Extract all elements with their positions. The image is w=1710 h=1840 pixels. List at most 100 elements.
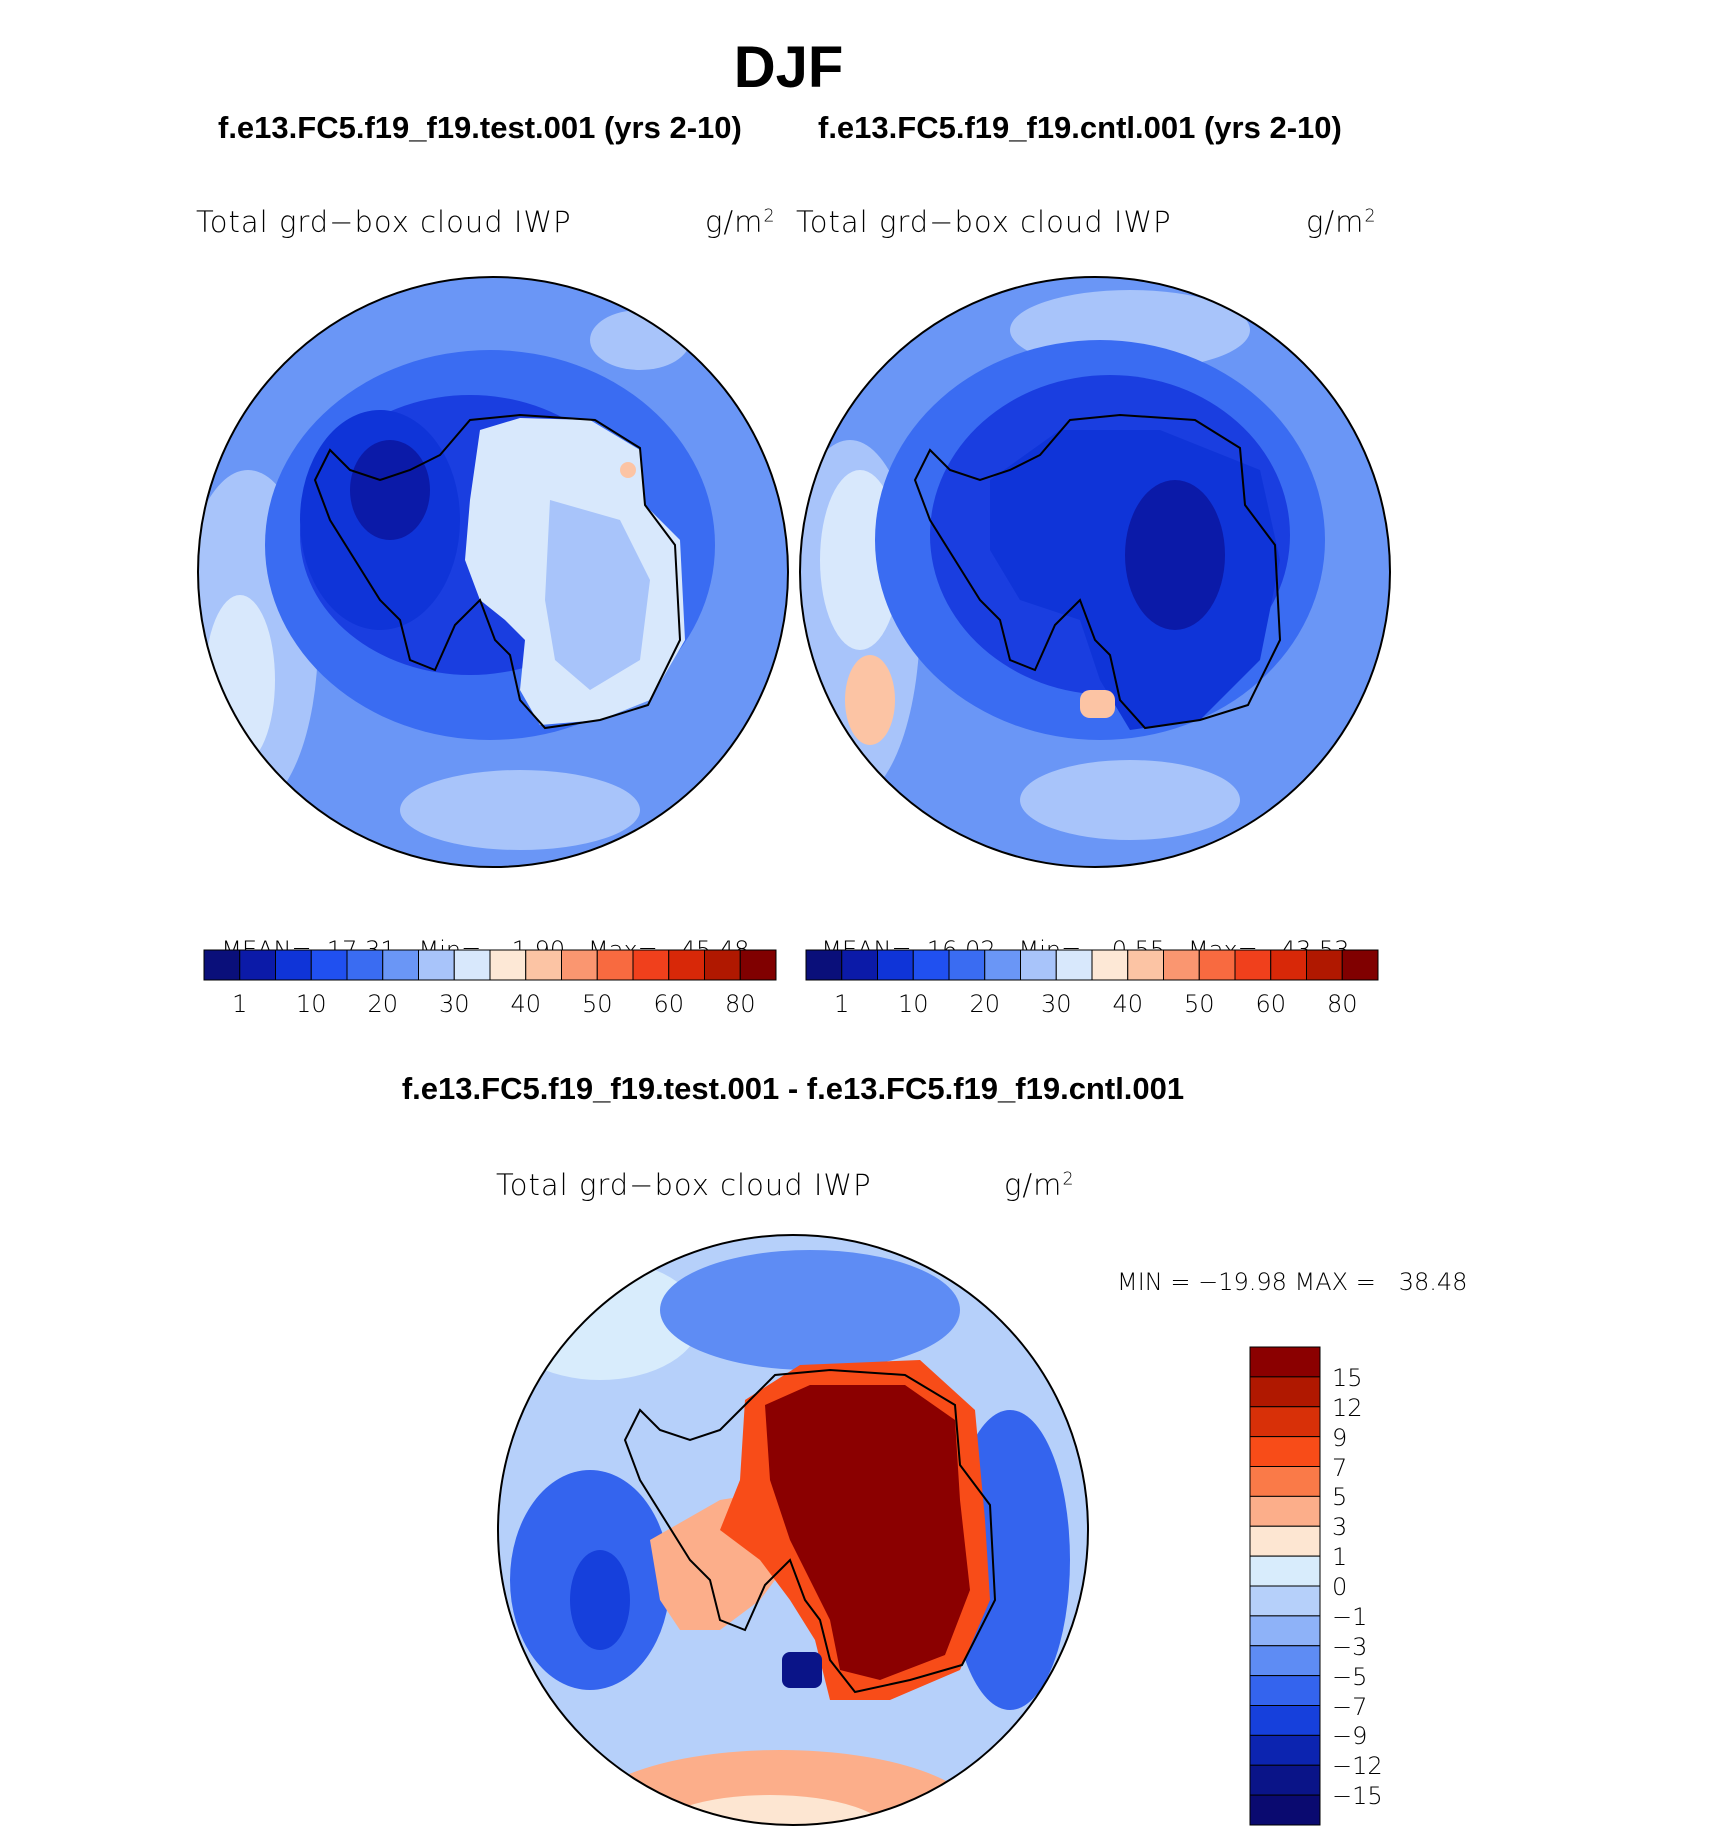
control-colorbar-box-8 [1091,949,1129,981]
test-colorbar-tick: 50 [581,990,613,1018]
control-colorbar-tick: 30 [1040,990,1072,1018]
control-light-north [1010,290,1250,370]
test-map-outline [197,276,789,868]
difference-colorbar-tick: −3 [1332,1632,1368,1661]
control-colorbar-tick: 10 [897,990,929,1018]
test-colorbar-box-4 [346,949,384,981]
difference-title: f.e13.FC5.f19_f19.test.001 - f.e13.FC5.f… [401,1071,1185,1106]
control-colorbar-box-15 [1341,949,1379,981]
test-coastline [313,413,682,730]
diff-orange-zone [720,1360,990,1700]
test-colorbar-box-8 [489,949,527,981]
difference-colorbar-tick: −12 [1332,1752,1383,1781]
control-warm-west [845,655,895,745]
diff-light-northwest [500,1260,700,1380]
test-colorbar-box-1 [239,949,276,981]
difference-colorbar-box-8 [1249,1585,1321,1617]
diff-blue-spot [782,1652,822,1688]
difference-colorbar [1249,1346,1321,1826]
test-lightest-west [205,595,275,765]
difference-units-base: g/m [1004,1168,1063,1202]
difference-colorbar-box-5 [1249,1495,1321,1527]
control-colorbar-tick: 20 [969,990,1001,1018]
control-coastline [913,413,1282,730]
test-units-base: g/m [705,205,764,239]
test-colorbar-box-11 [596,949,634,981]
diff-blue-east [950,1410,1070,1710]
test-ocean-base [198,277,788,867]
control-core [990,430,1280,730]
difference-colorbar-ticks: 15 12 9 7 5 3 1 0 −1 −3 −5 −7 −9 −12 −15 [1332,1347,1432,1825]
difference-colorbar-tick: 15 [1332,1363,1363,1392]
test-colorbar-tick: 20 [367,990,399,1018]
control-colorbar-box-9 [1127,949,1164,981]
test-colorbar-box-7 [453,949,491,981]
test-colorbar-box-6 [418,949,455,981]
test-colorbar-tick: 60 [653,990,685,1018]
test-colorbar-tick: 30 [438,990,470,1018]
control-colorbar-box-5 [984,949,1021,981]
difference-units-label: g/m2 [1004,1168,1075,1202]
difference-variable-label: Total grd−box cloud IWP [496,1168,872,1202]
control-warm-spot [1080,690,1115,718]
difference-map-outline [497,1234,1089,1826]
test-colorbar-box-3 [310,949,348,981]
test-colorbar-box-9 [525,949,562,981]
test-colorbar-box-12 [632,949,670,981]
test-dark-west [300,410,460,630]
diff-blue-west-dark [570,1550,630,1650]
control-units-base: g/m [1306,205,1365,239]
control-colorbar-box-12 [1234,949,1272,981]
control-colorbar-ticks: 1 10 20 30 40 50 60 80 [806,990,1378,1020]
control-colorbar-box-0 [805,949,843,981]
control-colorbar-tick: 80 [1326,990,1358,1018]
control-case-title: f.e13.FC5.f19_f19.cntl.001 (yrs 2-10) [818,110,1342,145]
difference-colorbar-tick: 5 [1332,1483,1348,1512]
control-colorbar-box-3 [912,949,950,981]
test-colorbar-tick: 40 [510,990,542,1018]
control-ocean-base [800,277,1390,867]
control-colorbar-box-1 [841,949,878,981]
test-colorbar-tick: 10 [295,990,327,1018]
test-colorbar-box-13 [668,949,705,981]
test-light-sector-west [198,470,318,810]
difference-colorbar-box-4 [1249,1466,1321,1497]
test-colorbar-box-2 [275,949,312,981]
difference-colorbar-tick: 9 [1332,1423,1348,1452]
test-colorbar-box-15 [739,949,777,981]
control-colorbar-box-13 [1270,949,1307,981]
difference-colorbar-box-1 [1249,1376,1321,1408]
control-variable-label: Total grd−box cloud IWP [796,205,1172,239]
diff-salmon-peninsula [650,1490,790,1630]
difference-colorbar-tick: −15 [1332,1782,1383,1811]
diff-warm-south [580,1750,980,1825]
control-colorbar-tick: 40 [1112,990,1144,1018]
test-warm-spot [620,462,636,478]
control-light-west [800,440,920,800]
control-core-darkest [1125,480,1225,630]
control-light-south [1020,760,1240,840]
test-light-northeast [590,310,690,370]
difference-colorbar-box-6 [1249,1525,1321,1557]
season-title: DJF [733,35,844,100]
test-colorbar-box-10 [561,949,598,981]
difference-colorbar-tick: −5 [1332,1662,1368,1691]
difference-colorbar-tick: 3 [1332,1513,1348,1542]
test-deep-ring [265,350,715,740]
difference-units-exp: 2 [1062,1169,1075,1190]
test-case-title: f.e13.FC5.f19_f19.test.001 (yrs 2-10) [218,110,742,145]
difference-colorbar-box-0 [1249,1346,1321,1378]
test-dark-ring [300,395,640,675]
control-colorbar-box-2 [877,949,914,981]
diff-blue-north [660,1250,960,1370]
control-colorbar-tick: 1 [834,990,850,1018]
difference-colorbar-box-9 [1249,1615,1321,1647]
test-variable-label: Total grd−box cloud IWP [196,205,572,239]
control-units-label: g/m2 [1306,205,1377,239]
test-colorbar-box-14 [704,949,741,981]
difference-colorbar-tick: 1 [1332,1543,1348,1572]
test-core-west [350,440,430,540]
diff-red-core [765,1385,970,1680]
difference-colorbar-box-13 [1249,1734,1321,1766]
test-plateau-mid [545,500,650,690]
